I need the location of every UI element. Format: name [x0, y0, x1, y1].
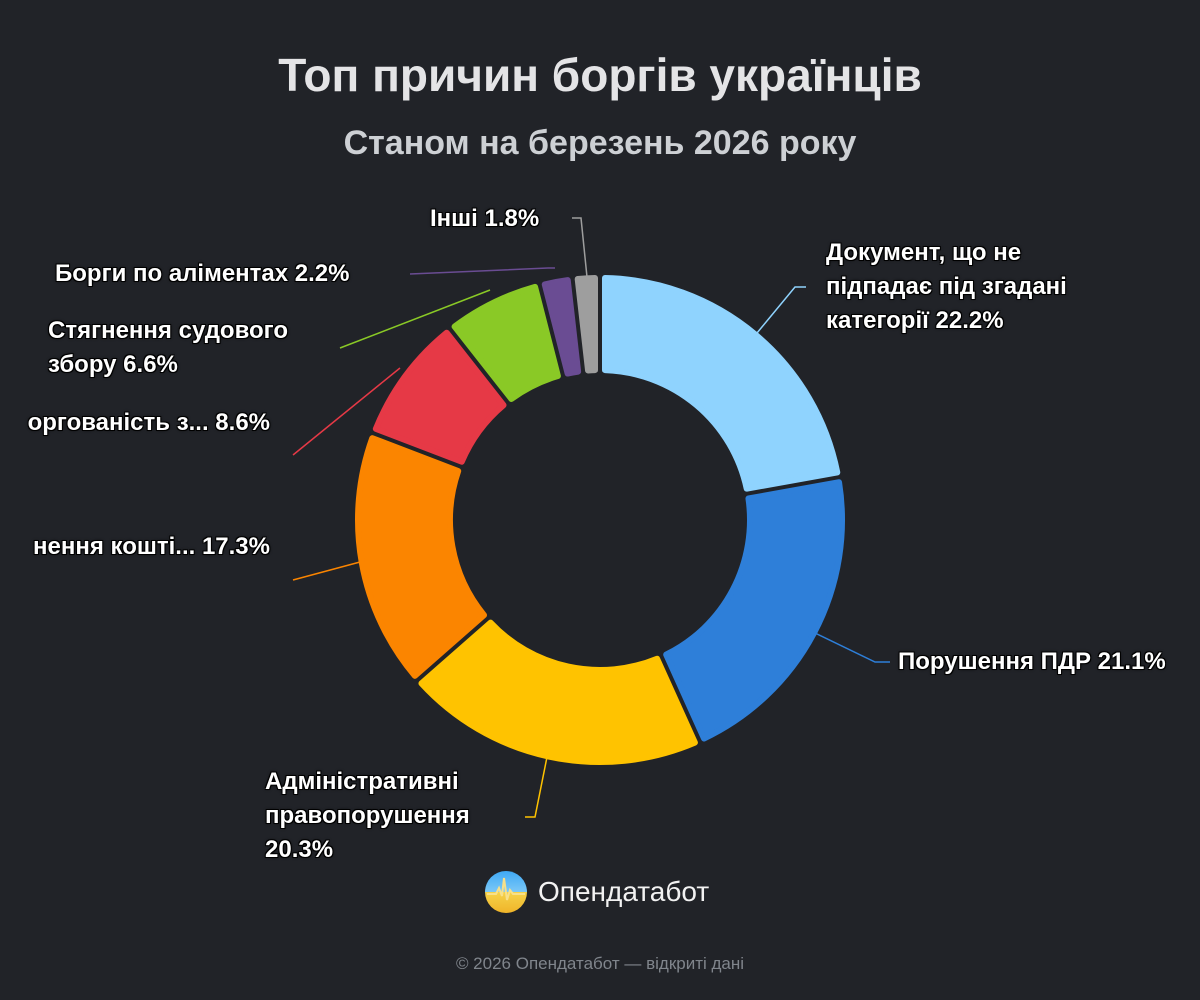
label-line: Інші 1.8% [430, 205, 540, 232]
label-line: збору 6.6% [48, 351, 178, 378]
label-funds: нення кошті... 17.3% [33, 530, 270, 564]
donut-slice[interactable] [541, 277, 582, 377]
label-line: Адміністративні [265, 768, 459, 795]
leader-line [814, 632, 890, 663]
leader-line [292, 367, 401, 456]
label-line: правопорушення [265, 802, 470, 829]
brand-name: Опендатабот [538, 876, 710, 907]
footer-text: © 2026 Опендатабот — відкриті дані [455, 954, 745, 973]
donut-slice[interactable] [418, 619, 698, 765]
label-other: Інші 1.8% [430, 202, 539, 236]
label-line: нення кошті... 17.3% [32, 533, 270, 560]
label-court-fee: Стягнення судового збору 6.6% [48, 314, 288, 382]
label-line: оргованість з... 8.6% [27, 409, 270, 436]
label-line: Порушення ПДР 21.1% [898, 648, 1166, 675]
label-line: підпадає під згадані [826, 273, 1067, 300]
label-administrative: Адміністративні правопорушення 20.3% [265, 765, 470, 867]
donut-slice[interactable] [574, 275, 599, 374]
leader-line [756, 286, 806, 334]
leader-line [339, 289, 491, 349]
label-documents: Документ, що не підпадає під згадані кат… [826, 236, 1067, 338]
label-alimony: Борги по аліментах 2.2% [55, 257, 350, 291]
donut-slice[interactable] [601, 275, 841, 492]
label-line: Стягнення судового [48, 317, 289, 344]
leader-line [409, 267, 555, 275]
donut-slice[interactable] [663, 479, 845, 742]
label-line: Документ, що не [826, 239, 1022, 266]
brand-logo: Опендатабот [484, 870, 709, 914]
leader-line [572, 217, 588, 278]
donut-slice[interactable] [451, 283, 561, 402]
opendatabot-logo-icon [485, 871, 527, 913]
label-line: категорії 22.2% [826, 307, 1004, 334]
donut-slice[interactable] [355, 435, 488, 679]
label-traffic: Порушення ПДР 21.1% [898, 645, 1166, 679]
label-line: 20.3% [265, 836, 334, 863]
chart-title: Топ причин боргів українців [278, 49, 922, 101]
label-arrears: оргованість з... 8.6% [28, 406, 270, 440]
leader-line [525, 756, 548, 818]
donut-slice[interactable] [372, 329, 507, 465]
chart-subtitle: Станом на березень 2026 року [343, 124, 857, 162]
label-line: Борги по аліментах 2.2% [55, 260, 350, 287]
leader-line [292, 561, 361, 581]
